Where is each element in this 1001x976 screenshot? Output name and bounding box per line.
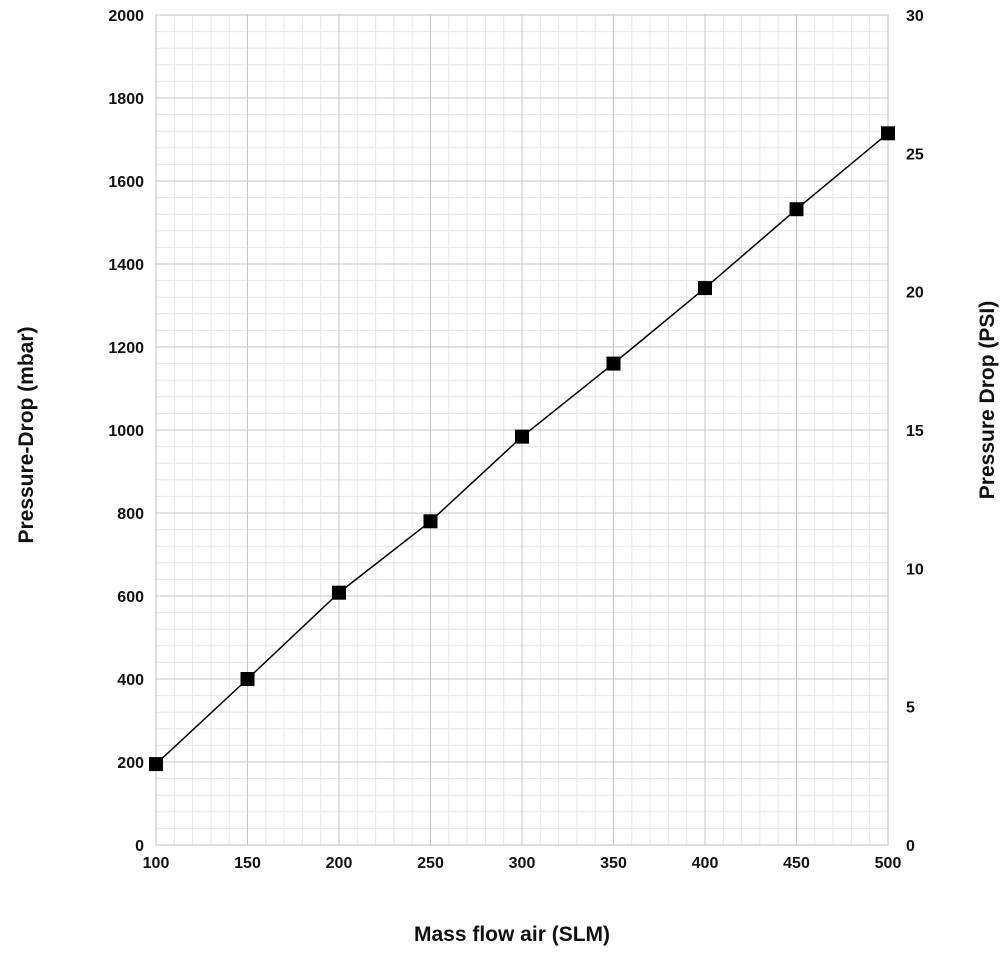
y2-axis-title: Pressure Drop (PSI) (976, 301, 999, 499)
x-tick-label: 150 (234, 855, 261, 872)
series-layer (149, 126, 895, 772)
x-tick-label: 200 (326, 855, 353, 872)
y2-tick-label: 10 (906, 561, 924, 578)
y-tick-labels: 0 200 400 600 800 1000 1200 1400 1600 1800 2000 (108, 8, 144, 855)
x-tick-label: 300 (509, 855, 536, 872)
y2-tick-label: 5 (906, 700, 915, 717)
x-tick-label: 500 (875, 855, 902, 872)
x-axis-title: Mass flow air (SLM) (414, 923, 610, 946)
y-tick-label: 200 (117, 755, 144, 772)
data-point-marker (149, 757, 163, 772)
y2-tick-label: 25 (906, 146, 924, 163)
x-tick-label: 250 (417, 855, 444, 872)
y-axis-title: Pressure-Drop (mbar) (15, 326, 38, 543)
data-point-marker (606, 356, 621, 371)
y-tick-label: 400 (117, 672, 144, 689)
x-tick-label: 100 (143, 855, 170, 872)
data-point-marker (698, 281, 712, 296)
y2-tick-label: 20 (906, 285, 924, 302)
data-point-marker (423, 514, 438, 529)
data-point-marker (789, 202, 804, 217)
y2-tick-labels: 0 5 10 15 20 25 30 (906, 8, 924, 855)
x-tick-labels: 100 150 200 250 300 350 400 450 500 (143, 855, 902, 872)
y-tick-label: 1200 (108, 340, 144, 357)
y-tick-label: 1800 (108, 91, 144, 108)
y2-tick-label: 15 (906, 423, 924, 440)
y-tick-label: 800 (117, 506, 144, 523)
y-tick-label: 1600 (108, 174, 144, 191)
data-point-marker (881, 126, 895, 141)
x-tick-label: 450 (783, 855, 810, 872)
y2-tick-label: 0 (906, 838, 915, 855)
plot-frame (155, 14, 889, 846)
y-tick-label: 2000 (108, 8, 144, 25)
y-tick-label: 1000 (108, 423, 144, 440)
data-point-marker (332, 585, 346, 600)
y2-tick-label: 30 (906, 8, 924, 25)
y-tick-label: 0 (135, 838, 144, 855)
data-point-marker (240, 672, 255, 686)
y-tick-label: 1400 (108, 257, 144, 274)
x-tick-label: 350 (600, 855, 627, 872)
data-point-marker (515, 429, 529, 444)
y-tick-label: 600 (117, 589, 144, 606)
x-tick-label: 400 (692, 855, 719, 872)
